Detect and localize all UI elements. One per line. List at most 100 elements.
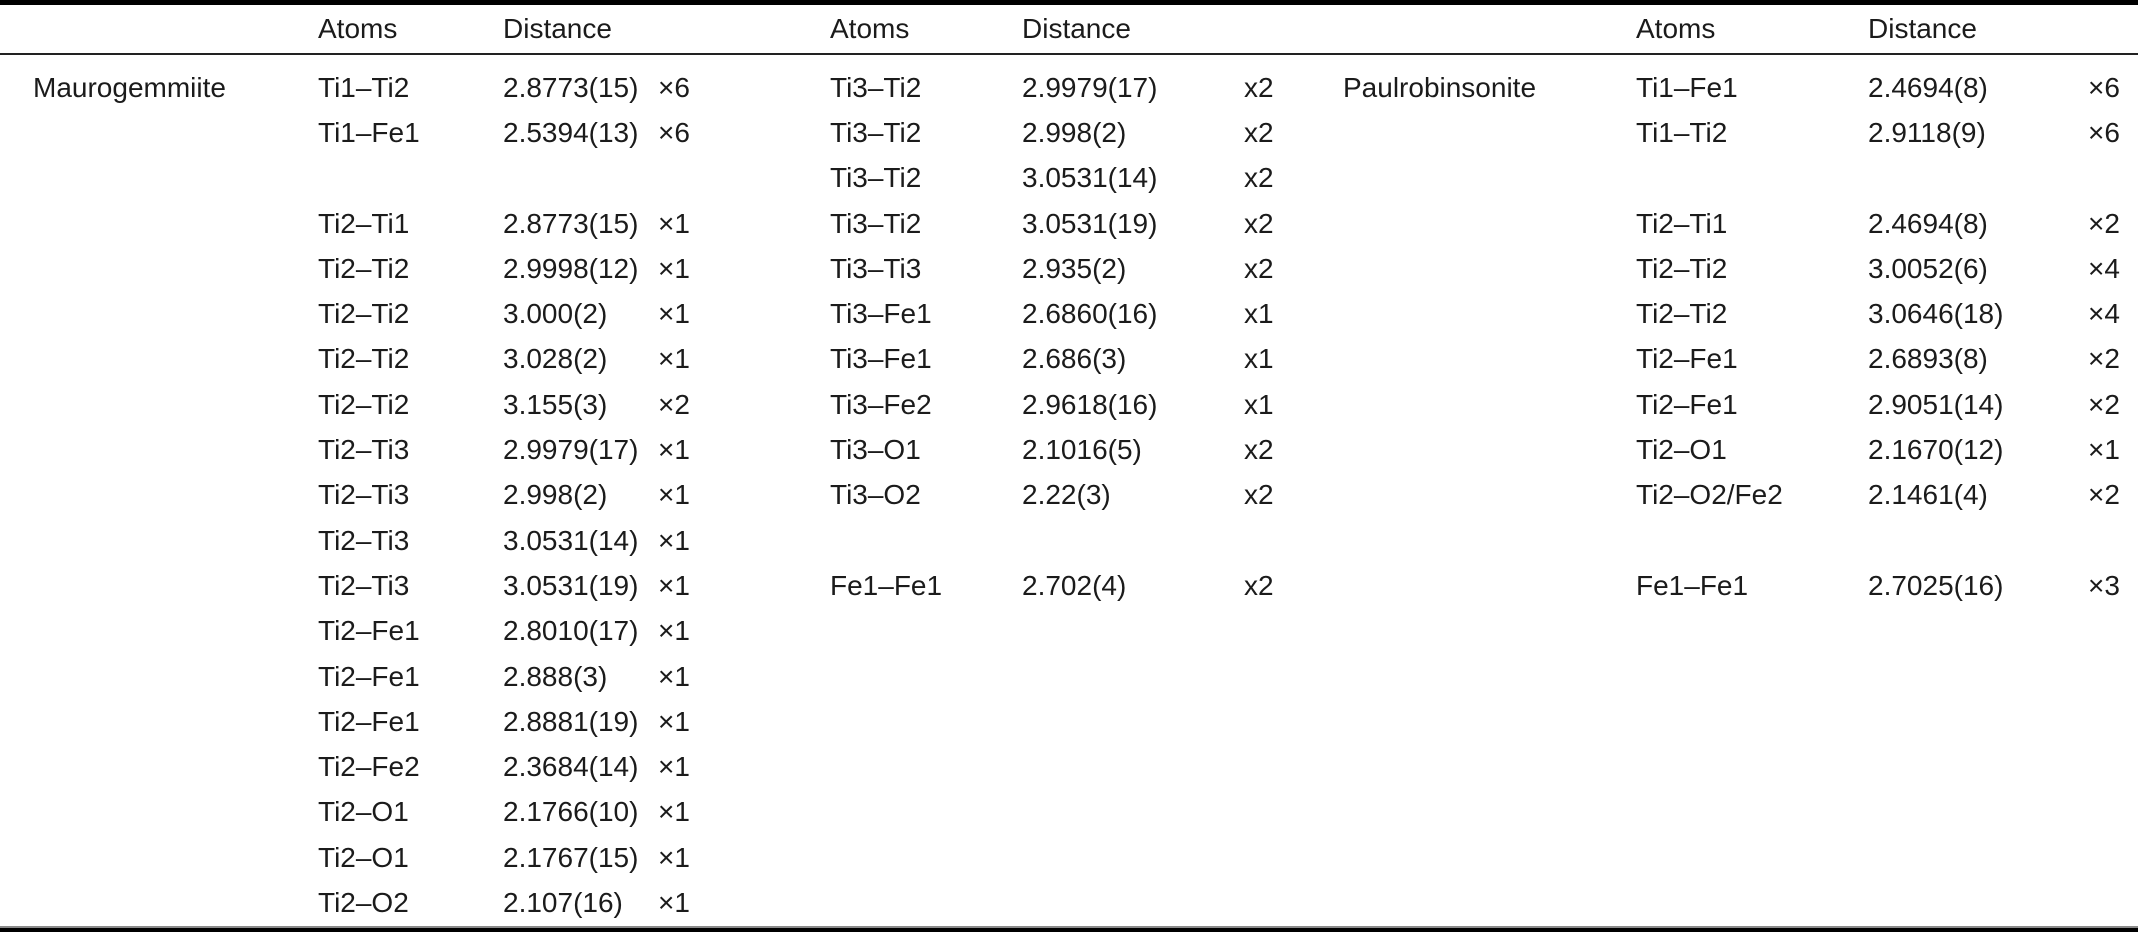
distance-cell: 2.22(3) bbox=[1022, 479, 1111, 511]
header-separator-rule bbox=[0, 53, 2138, 55]
multiplicity-cell: x2 bbox=[1244, 207, 1274, 239]
distance-cell: 3.028(2) bbox=[503, 343, 608, 375]
multiplicity-cell: ×4 bbox=[2088, 298, 2120, 330]
atoms-cell: Ti1–Ti2 bbox=[1636, 116, 1728, 148]
multiplicity-cell: ×1 bbox=[658, 569, 690, 601]
distance-cell: 3.000(2) bbox=[503, 298, 608, 330]
atoms-cell: Ti2–Fe2 bbox=[318, 751, 420, 783]
multiplicity-cell: ×1 bbox=[658, 207, 690, 239]
atoms-cell: Ti2–Fe1 bbox=[318, 660, 420, 692]
atoms-cell: Ti2–Ti3 bbox=[318, 434, 410, 466]
atoms-cell: Ti2–Ti1 bbox=[1636, 207, 1728, 239]
atoms-cell: Ti2–Ti2 bbox=[318, 343, 410, 375]
multiplicity-cell: ×1 bbox=[2088, 434, 2120, 466]
multiplicity-cell: x2 bbox=[1244, 116, 1274, 148]
distance-cell: 2.998(2) bbox=[503, 479, 608, 511]
multiplicity-cell: ×2 bbox=[2088, 207, 2120, 239]
multiplicity-cell: ×1 bbox=[658, 796, 690, 828]
multiplicity-cell: ×2 bbox=[658, 388, 690, 420]
multiplicity-cell: ×1 bbox=[658, 343, 690, 375]
multiplicity-cell: ×4 bbox=[2088, 252, 2120, 284]
multiplicity-cell: x2 bbox=[1244, 569, 1274, 601]
distance-cell: 3.0531(14) bbox=[503, 524, 639, 556]
distance-cell: 2.8010(17) bbox=[503, 615, 639, 647]
distance-header: Distance bbox=[503, 13, 612, 44]
table-bottom-rule-light bbox=[0, 925, 2138, 928]
multiplicity-cell: ×6 bbox=[2088, 71, 2120, 103]
distance-cell: 2.998(2) bbox=[1022, 116, 1127, 148]
multiplicity-cell: ×1 bbox=[658, 660, 690, 692]
multiplicity-cell: x2 bbox=[1244, 434, 1274, 466]
distance-cell: 2.3684(14) bbox=[503, 751, 639, 783]
mineral-name: Paulrobinsonite bbox=[1343, 71, 1537, 103]
multiplicity-cell: ×1 bbox=[658, 252, 690, 284]
atoms-cell: Ti2–Ti2 bbox=[318, 298, 410, 330]
atoms-cell: Ti3–Fe1 bbox=[830, 298, 932, 330]
distance-cell: 3.0531(14) bbox=[1022, 162, 1158, 194]
distance-cell: 3.0531(19) bbox=[1022, 207, 1158, 239]
atoms-cell: Ti2–Ti3 bbox=[318, 524, 410, 556]
multiplicity-cell: ×1 bbox=[658, 886, 690, 918]
atoms-cell: Ti2–Fe1 bbox=[1636, 388, 1738, 420]
atoms-header: Atoms bbox=[1636, 13, 1716, 44]
distance-cell: 3.0646(18) bbox=[1868, 298, 2004, 330]
table-bottom-rule bbox=[0, 927, 2138, 932]
distance-cell: 3.0052(6) bbox=[1868, 252, 1988, 284]
multiplicity-cell: ×2 bbox=[2088, 479, 2120, 511]
atoms-cell: Ti2–Fe1 bbox=[318, 615, 420, 647]
distance-cell: 2.1016(5) bbox=[1022, 434, 1142, 466]
multiplicity-cell: x2 bbox=[1244, 252, 1274, 284]
distance-cell: 2.1766(10) bbox=[503, 796, 639, 828]
atoms-cell: Ti1–Ti2 bbox=[318, 71, 410, 103]
atoms-cell: Ti1–Fe1 bbox=[318, 116, 420, 148]
table-top-rule bbox=[0, 0, 2138, 5]
distance-cell: 2.4694(8) bbox=[1868, 207, 1988, 239]
distance-cell: 2.8773(15) bbox=[503, 71, 639, 103]
mineral-name: Maurogemmiite bbox=[33, 71, 226, 103]
atoms-cell: Ti2–O2 bbox=[318, 886, 409, 918]
atoms-cell: Fe1–Fe1 bbox=[830, 569, 943, 601]
distance-cell: 2.8881(19) bbox=[503, 705, 639, 737]
atoms-cell: Ti3–Ti2 bbox=[830, 71, 922, 103]
atoms-cell: Ti2–Ti2 bbox=[1636, 252, 1728, 284]
multiplicity-cell: x2 bbox=[1244, 71, 1274, 103]
atoms-cell: Ti3–Ti3 bbox=[830, 252, 922, 284]
atoms-cell: Ti2–O1 bbox=[1636, 434, 1727, 466]
atoms-cell: Ti2–Ti2 bbox=[318, 252, 410, 284]
distance-cell: 2.686(3) bbox=[1022, 343, 1127, 375]
distance-cell: 3.0531(19) bbox=[503, 569, 639, 601]
distance-cell: 2.702(4) bbox=[1022, 569, 1127, 601]
multiplicity-cell: x2 bbox=[1244, 479, 1274, 511]
multiplicity-cell: x1 bbox=[1244, 388, 1274, 420]
atoms-cell: Ti3–Ti2 bbox=[830, 162, 922, 194]
multiplicity-cell: ×1 bbox=[658, 434, 690, 466]
distance-cell: 2.4694(8) bbox=[1868, 71, 1988, 103]
atoms-header: Atoms bbox=[830, 13, 910, 44]
table-body: Maurogemmiite Ti1–Ti2 2.8773(15) ×6 Ti3–Ti2 2… bbox=[0, 55, 2138, 926]
distance-cell: 2.107(16) bbox=[503, 886, 623, 918]
distance-cell: 2.6860(16) bbox=[1022, 298, 1158, 330]
atoms-cell: Ti3–Ti2 bbox=[830, 207, 922, 239]
distance-cell: 2.9618(16) bbox=[1022, 388, 1158, 420]
distance-header: Distance bbox=[1868, 13, 1977, 44]
multiplicity-cell: ×3 bbox=[2088, 569, 2120, 601]
distance-cell: 2.9118(9) bbox=[1868, 116, 1986, 148]
atoms-cell: Ti2–Ti3 bbox=[318, 569, 410, 601]
multiplicity-cell: ×1 bbox=[658, 841, 690, 873]
atoms-cell: Ti1–Fe1 bbox=[1636, 71, 1738, 103]
multiplicity-cell: ×6 bbox=[2088, 116, 2120, 148]
multiplicity-cell: ×1 bbox=[658, 615, 690, 647]
distance-cell: 2.9979(17) bbox=[1022, 71, 1158, 103]
atoms-cell: Ti2–Ti2 bbox=[318, 388, 410, 420]
multiplicity-cell: ×1 bbox=[658, 751, 690, 783]
atoms-cell: Ti3–Fe1 bbox=[830, 343, 932, 375]
table-header-row: Atoms Distance Atoms Distance Atoms Dist… bbox=[0, 5, 2138, 53]
distance-cell: 2.935(2) bbox=[1022, 252, 1127, 284]
distance-cell: 2.6893(8) bbox=[1868, 343, 1988, 375]
multiplicity-cell: x1 bbox=[1244, 343, 1274, 375]
distance-cell: 2.888(3) bbox=[503, 660, 608, 692]
multiplicity-cell: ×2 bbox=[2088, 343, 2120, 375]
atoms-cell: Ti3–O1 bbox=[830, 434, 921, 466]
atoms-cell: Ti2–Ti3 bbox=[318, 479, 410, 511]
